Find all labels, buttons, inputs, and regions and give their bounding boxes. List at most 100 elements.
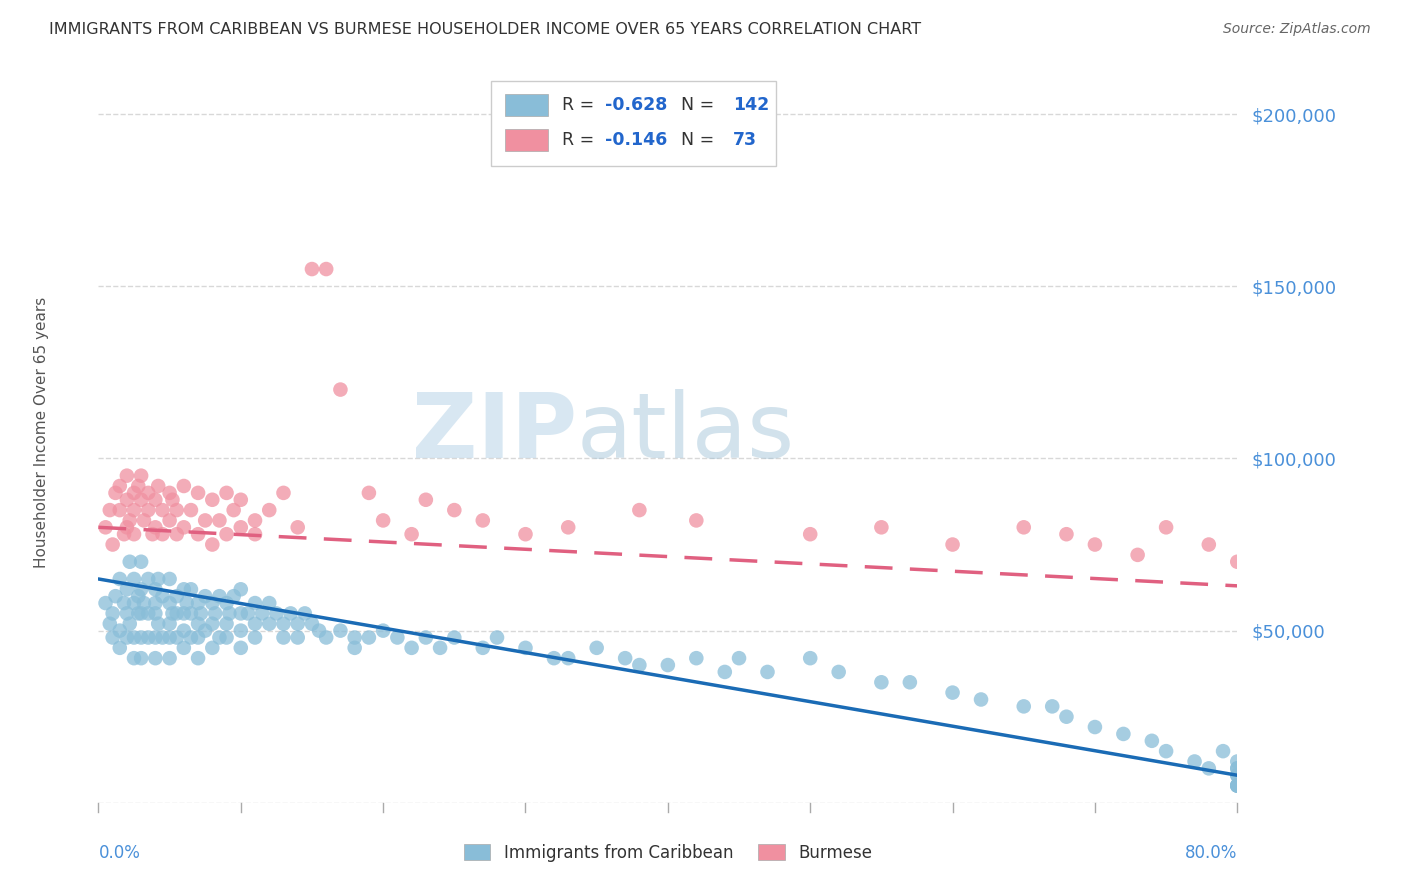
Point — [1226, 779, 1249, 793]
Point — [122, 486, 145, 500]
Point — [148, 479, 170, 493]
Point — [173, 607, 195, 621]
Point — [208, 589, 231, 603]
Text: 73: 73 — [733, 131, 756, 149]
Point — [152, 631, 174, 645]
Text: 142: 142 — [733, 96, 769, 114]
Point — [187, 527, 209, 541]
Point — [685, 513, 707, 527]
Point — [243, 527, 266, 541]
Point — [585, 640, 607, 655]
Point — [315, 631, 337, 645]
Point — [471, 513, 494, 527]
Point — [187, 651, 209, 665]
Point — [215, 596, 238, 610]
Point — [180, 503, 202, 517]
Point — [657, 658, 679, 673]
Point — [308, 624, 330, 638]
Point — [101, 631, 124, 645]
Point — [266, 607, 288, 621]
Point — [357, 486, 380, 500]
Point — [259, 616, 281, 631]
Point — [129, 582, 152, 597]
Point — [104, 486, 127, 500]
Text: N =: N = — [671, 131, 720, 149]
Point — [942, 537, 965, 551]
Point — [259, 503, 281, 517]
FancyBboxPatch shape — [491, 81, 776, 166]
Point — [180, 607, 202, 621]
Point — [1184, 755, 1206, 769]
Point — [1226, 555, 1249, 569]
Point — [98, 616, 121, 631]
Point — [273, 616, 295, 631]
Text: R =: R = — [562, 131, 600, 149]
Point — [145, 520, 167, 534]
Point — [343, 640, 366, 655]
Point — [1212, 744, 1234, 758]
Point — [148, 572, 170, 586]
Point — [229, 607, 252, 621]
Text: 0.0%: 0.0% — [98, 844, 141, 862]
Point — [152, 503, 174, 517]
Point — [122, 651, 145, 665]
Point — [176, 596, 198, 610]
Point — [1226, 768, 1249, 782]
Point — [1226, 779, 1249, 793]
Point — [1226, 768, 1249, 782]
Point — [129, 492, 152, 507]
Point — [287, 616, 309, 631]
Point — [201, 616, 224, 631]
Point — [1154, 744, 1177, 758]
Point — [243, 631, 266, 645]
Point — [401, 640, 423, 655]
Point — [222, 503, 245, 517]
Point — [129, 651, 152, 665]
Point — [162, 607, 184, 621]
Point — [162, 492, 184, 507]
Point — [236, 607, 259, 621]
Point — [415, 492, 437, 507]
Point — [115, 582, 138, 597]
Point — [180, 582, 202, 597]
Point — [373, 624, 395, 638]
Point — [229, 492, 252, 507]
Point — [173, 479, 195, 493]
Point — [215, 527, 238, 541]
Point — [159, 616, 181, 631]
Point — [159, 572, 181, 586]
Point — [1226, 755, 1249, 769]
Point — [159, 486, 181, 500]
Point — [401, 527, 423, 541]
Point — [222, 589, 245, 603]
Point — [122, 596, 145, 610]
Point — [129, 468, 152, 483]
Point — [942, 685, 965, 699]
Point — [329, 624, 352, 638]
FancyBboxPatch shape — [505, 129, 548, 152]
Point — [1198, 761, 1220, 775]
Point — [187, 616, 209, 631]
Point — [1126, 548, 1149, 562]
Point — [152, 589, 174, 603]
Point — [98, 503, 121, 517]
Point — [159, 631, 181, 645]
Point — [218, 607, 240, 621]
Point — [208, 513, 231, 527]
Point — [187, 631, 209, 645]
Point — [799, 527, 821, 541]
Point — [180, 631, 202, 645]
Text: -0.146: -0.146 — [605, 131, 668, 149]
Point — [201, 596, 224, 610]
Point — [250, 607, 273, 621]
Point — [229, 624, 252, 638]
Point — [387, 631, 409, 645]
Point — [243, 596, 266, 610]
Point — [870, 675, 893, 690]
Point — [557, 520, 579, 534]
Point — [108, 479, 131, 493]
Text: N =: N = — [671, 96, 720, 114]
Point — [132, 513, 155, 527]
Point — [287, 631, 309, 645]
Point — [229, 520, 252, 534]
